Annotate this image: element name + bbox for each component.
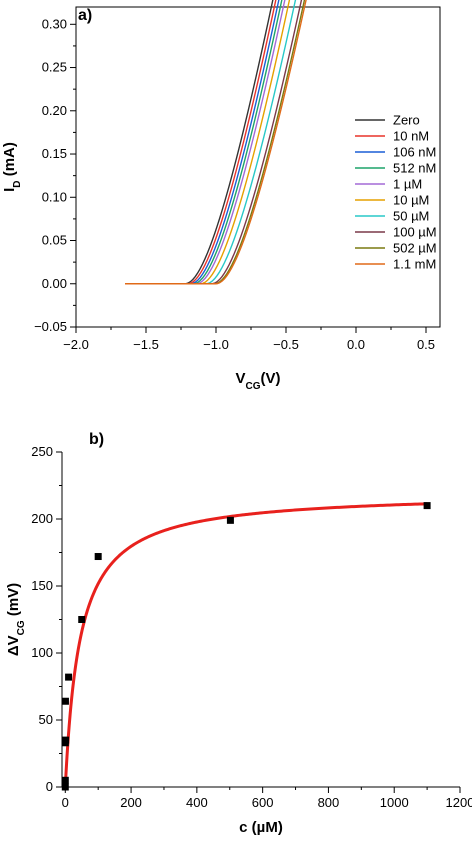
y-tick-label: 0.05 [42, 233, 67, 248]
x-axis-title: c (µM) [239, 819, 283, 836]
data-point [61, 776, 69, 784]
panel-b-chart: b) 0 200 400 600 800 1000 1200 0 50 100 150 200 250 c… [5, 431, 472, 836]
legend-label: 512 nM [393, 161, 436, 176]
series-line [125, 0, 274, 285]
x-tick-label: 800 [318, 795, 340, 810]
x-tick-label: −2.0 [63, 337, 89, 352]
series-line [125, 0, 280, 285]
y-tick-label: 200 [31, 511, 53, 526]
x-tick-label: 0 [62, 795, 69, 810]
x-tick-label: 400 [186, 795, 208, 810]
y-tick-label: 0.30 [42, 16, 67, 31]
series-line [125, 0, 303, 285]
legend-label: 10 µM [393, 193, 429, 208]
y-tick-label: 100 [31, 645, 53, 660]
legend-label: 1.1 mM [393, 257, 436, 272]
y-tick-label: 150 [31, 578, 53, 593]
data-point [94, 553, 102, 561]
series-line [125, 0, 297, 285]
legend-label: 502 µM [393, 241, 437, 256]
y-tick-label: 50 [39, 712, 53, 727]
legend-label: 10 nM [393, 129, 429, 144]
data-point [226, 516, 234, 524]
y-tick-label: 0 [46, 779, 53, 794]
legend-label: 106 nM [393, 145, 436, 160]
x-tick-label: 0.0 [347, 337, 365, 352]
data-point [78, 616, 86, 623]
x-tick-label: 1000 [380, 795, 409, 810]
series-line [125, 0, 283, 285]
y-axis-title: ID (mA) [1, 142, 23, 192]
panel-b-plot-area: 0 200 400 600 800 1000 1200 0 50 100 150 200 250 c (µ… [5, 444, 472, 836]
y-tick-label: 0.20 [42, 103, 67, 118]
data-point [61, 783, 69, 791]
panel-a-label: a) [78, 7, 92, 24]
y-tick-label: 0.25 [42, 60, 67, 75]
x-tick-label: −1.0 [203, 337, 229, 352]
x-tick-label: 600 [252, 795, 274, 810]
panel-b-label: b) [89, 431, 104, 448]
x-tick-label: 1200 [446, 795, 472, 810]
x-tick-label: 0.5 [417, 337, 435, 352]
x-tick-label: 200 [120, 795, 142, 810]
data-point [65, 673, 73, 681]
panel-a-chart: a) −2.0 −1.5 −1.0 −0.5 0.0 0.5 −0.05 0.00 0.05 0.… [1, 0, 441, 392]
fit-curve [63, 502, 428, 788]
legend-label: Zero [393, 113, 420, 128]
x-tick-label: −1.5 [133, 337, 159, 352]
panel-a-frame [75, 6, 441, 328]
y-axis-title: ΔVCG (mV) [5, 583, 27, 656]
legend-label: 100 µM [393, 225, 437, 240]
data-point [423, 502, 431, 510]
y-tick-label: 0.00 [42, 276, 67, 291]
y-tick-label: −0.05 [34, 319, 67, 334]
panel-a-plot-area: −2.0 −1.5 −1.0 −0.5 0.0 0.5 −0.05 0.00 0.05 0.10 0… [1, 0, 441, 392]
y-tick-label: 0.15 [42, 146, 67, 161]
x-axis-title: VCG(V) [235, 370, 280, 392]
legend-label: 50 µM [393, 209, 429, 224]
series-line [125, 0, 277, 285]
series-line [125, 0, 291, 285]
y-tick-label: 250 [31, 444, 53, 459]
data-point [62, 736, 70, 744]
series-line [125, 0, 307, 285]
y-tick-label: 0.10 [42, 189, 67, 204]
series-line [125, 0, 286, 285]
legend-label: 1 µM [393, 177, 422, 192]
x-tick-label: −0.5 [273, 337, 299, 352]
data-point [61, 697, 69, 705]
series-line [125, 0, 306, 285]
